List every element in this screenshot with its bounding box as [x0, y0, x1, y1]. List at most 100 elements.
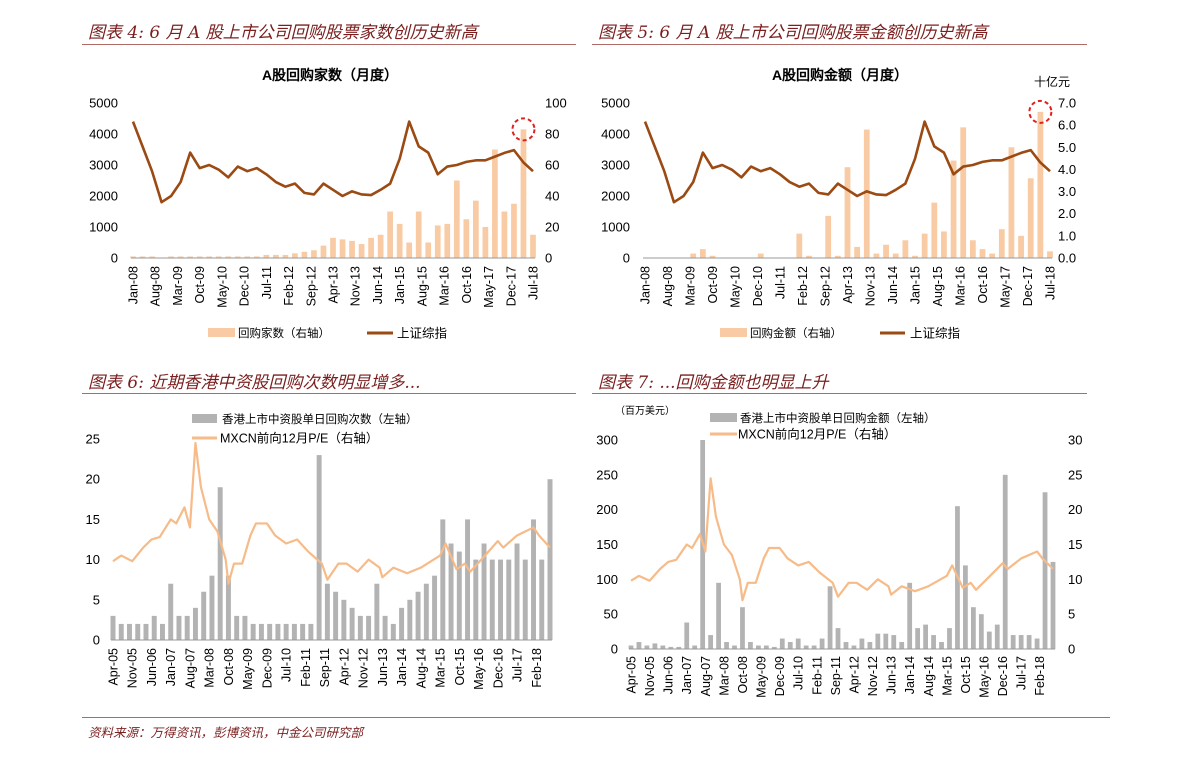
x-axis-tick-label: Jan-14 — [903, 656, 917, 694]
bar — [684, 622, 690, 649]
x-axis-tick-label: Jan-08 — [639, 266, 653, 304]
bar — [522, 559, 528, 640]
x-axis-tick-label: Jul-11 — [774, 266, 788, 299]
left-axis-tick-label: 0 — [623, 251, 630, 266]
x-axis-tick-label: Mar-15 — [940, 656, 954, 696]
left-axis-tick-label: 5000 — [601, 96, 630, 111]
bar — [960, 127, 967, 258]
x-axis-tick-label: Nov-12 — [357, 648, 371, 688]
right-axis-tick-label: 4.0 — [1058, 162, 1076, 177]
bar — [1034, 638, 1040, 649]
chart-title: A股回购金额（月度） — [772, 67, 908, 83]
bar — [724, 642, 729, 649]
bar — [950, 160, 957, 258]
bar — [234, 615, 240, 640]
x-axis-tick-label: Sep-12 — [304, 266, 318, 306]
x-axis-tick-label: Aug-07 — [699, 656, 713, 696]
bar — [998, 229, 1005, 258]
bar — [434, 225, 441, 258]
bar — [282, 254, 289, 258]
bar — [835, 628, 841, 649]
bar — [168, 256, 174, 258]
legend-bar-label: 香港上市中资股单日回购金额（左轴） — [740, 411, 936, 425]
bar — [456, 551, 462, 640]
x-axis-tick-label: Jul-17 — [1015, 656, 1029, 690]
bar — [989, 253, 996, 258]
chart-c5: A股回购金额（月度） 十亿元 0 1000 2000 3000 4000 5000 0.0 1.0… — [601, 67, 1076, 341]
bar — [444, 223, 451, 258]
x-axis-tick-label: Jan-15 — [909, 266, 923, 304]
bar — [349, 240, 355, 258]
bar — [135, 623, 141, 640]
left-axis-tick-label: 200 — [596, 502, 618, 517]
x-axis-tick-label: Oct-08 — [222, 648, 236, 686]
x-axis-tick-label: Feb-12 — [796, 266, 810, 306]
right-axis-tick-label: 80 — [545, 127, 559, 142]
bar — [834, 255, 841, 258]
bar — [732, 645, 737, 649]
left-axis-tick-label: 2000 — [89, 189, 118, 204]
x-axis-tick-label: Apr-13 — [327, 266, 341, 304]
bar — [883, 244, 889, 258]
x-axis-tick-label: Aug-07 — [183, 648, 197, 688]
bar — [374, 583, 380, 640]
bar — [308, 623, 314, 640]
bar — [969, 240, 976, 258]
bar — [127, 623, 132, 640]
left-axis-tick-label: 20 — [86, 472, 100, 487]
bar — [463, 219, 470, 258]
bar — [902, 240, 909, 258]
bar — [396, 223, 403, 258]
bar — [130, 256, 136, 258]
left-axis-tick-label: 300 — [596, 433, 618, 448]
bar — [819, 638, 825, 649]
legend-bar-label: 回购家数（右轴） — [238, 326, 330, 340]
x-axis-tick-label: Oct-16 — [976, 266, 990, 304]
series-line — [630, 477, 1054, 602]
right-axis-tick-label: 7.0 — [1058, 96, 1076, 111]
bar — [644, 645, 650, 649]
x-axis-tick-label: Nov-05 — [643, 656, 657, 696]
x-axis-tick-label: Dec-16 — [491, 648, 505, 688]
bar — [787, 642, 793, 649]
bar — [196, 256, 203, 258]
bar — [511, 203, 517, 258]
x-axis-tick-label: Aug-14 — [414, 648, 428, 688]
legend-bar-label: 回购金额（右轴） — [750, 326, 842, 340]
bar — [636, 642, 642, 649]
x-axis-tick-label: Feb-12 — [282, 266, 296, 306]
right-axis-tick-label: 15 — [1068, 537, 1082, 552]
chart-c6: 0 5 10 15 20 25 Apr-05 Nov-05 Jun-06 Jan-07 Aug-07… — [86, 412, 553, 690]
x-axis-tick-label: Jan-15 — [393, 266, 407, 304]
bar — [757, 253, 764, 258]
bar — [432, 575, 438, 640]
x-axis-tick-label: Oct-09 — [193, 266, 207, 304]
bar — [368, 237, 374, 258]
x-axis-tick-label: Jan-07 — [164, 648, 178, 686]
bar — [875, 633, 881, 649]
bar — [300, 623, 306, 640]
bar — [716, 582, 721, 649]
bar — [234, 256, 241, 258]
bar — [970, 607, 976, 649]
x-axis-tick-label: Jan-14 — [395, 648, 409, 686]
footer-rule — [82, 717, 1110, 718]
right-axis-tick-label: 10 — [1068, 572, 1082, 587]
left-axis-tick-label: 1000 — [601, 220, 630, 235]
bar — [253, 256, 260, 258]
bar — [209, 575, 215, 640]
bar — [921, 233, 928, 258]
x-axis-tick-label: Mar-16 — [438, 266, 452, 306]
x-axis-tick-label: Dec-10 — [238, 266, 252, 306]
bar — [225, 256, 232, 258]
bar — [387, 211, 393, 258]
bar — [118, 623, 124, 640]
bar — [1026, 635, 1032, 649]
right-axis-unit: 十亿元 — [1034, 74, 1070, 89]
left-axis-tick-label: 25 — [86, 432, 100, 447]
bar — [939, 642, 944, 649]
bar — [1018, 635, 1024, 649]
bar — [891, 635, 897, 649]
bar — [912, 255, 918, 258]
bar — [250, 623, 256, 640]
